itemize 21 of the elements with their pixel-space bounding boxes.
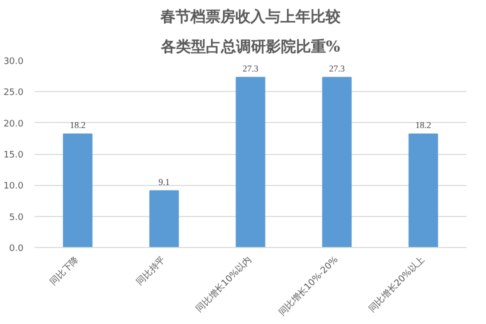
data-label: 9.1 — [158, 176, 170, 187]
y-tick-label: 20.0 — [3, 119, 24, 130]
bar — [236, 76, 266, 248]
bar — [408, 134, 438, 248]
data-label: 27.3 — [329, 63, 346, 74]
x-tick-label: 同比持平 — [134, 254, 168, 288]
y-tick-label: 15.0 — [3, 150, 24, 160]
data-label: 18.2 — [70, 120, 86, 130]
x-tick-label: 同比下降 — [48, 254, 82, 288]
y-tick-label: 10.0 — [3, 182, 24, 192]
bar — [62, 134, 92, 248]
chart-title: 春节档票房收入与上年比较 — [160, 8, 342, 26]
chart-subtitle: 各类型占总调研影院比重% — [160, 38, 340, 56]
data-label: 27.3 — [242, 63, 259, 74]
y-tick-label: 30.0 — [3, 57, 24, 67]
bar — [149, 190, 179, 248]
y-tick-label: 25.0 — [3, 88, 24, 98]
data-label: 18.2 — [415, 120, 432, 130]
bar — [322, 76, 352, 248]
y-tick-label: 0.0 — [9, 244, 24, 254]
y-tick-label: 5.0 — [9, 212, 24, 223]
